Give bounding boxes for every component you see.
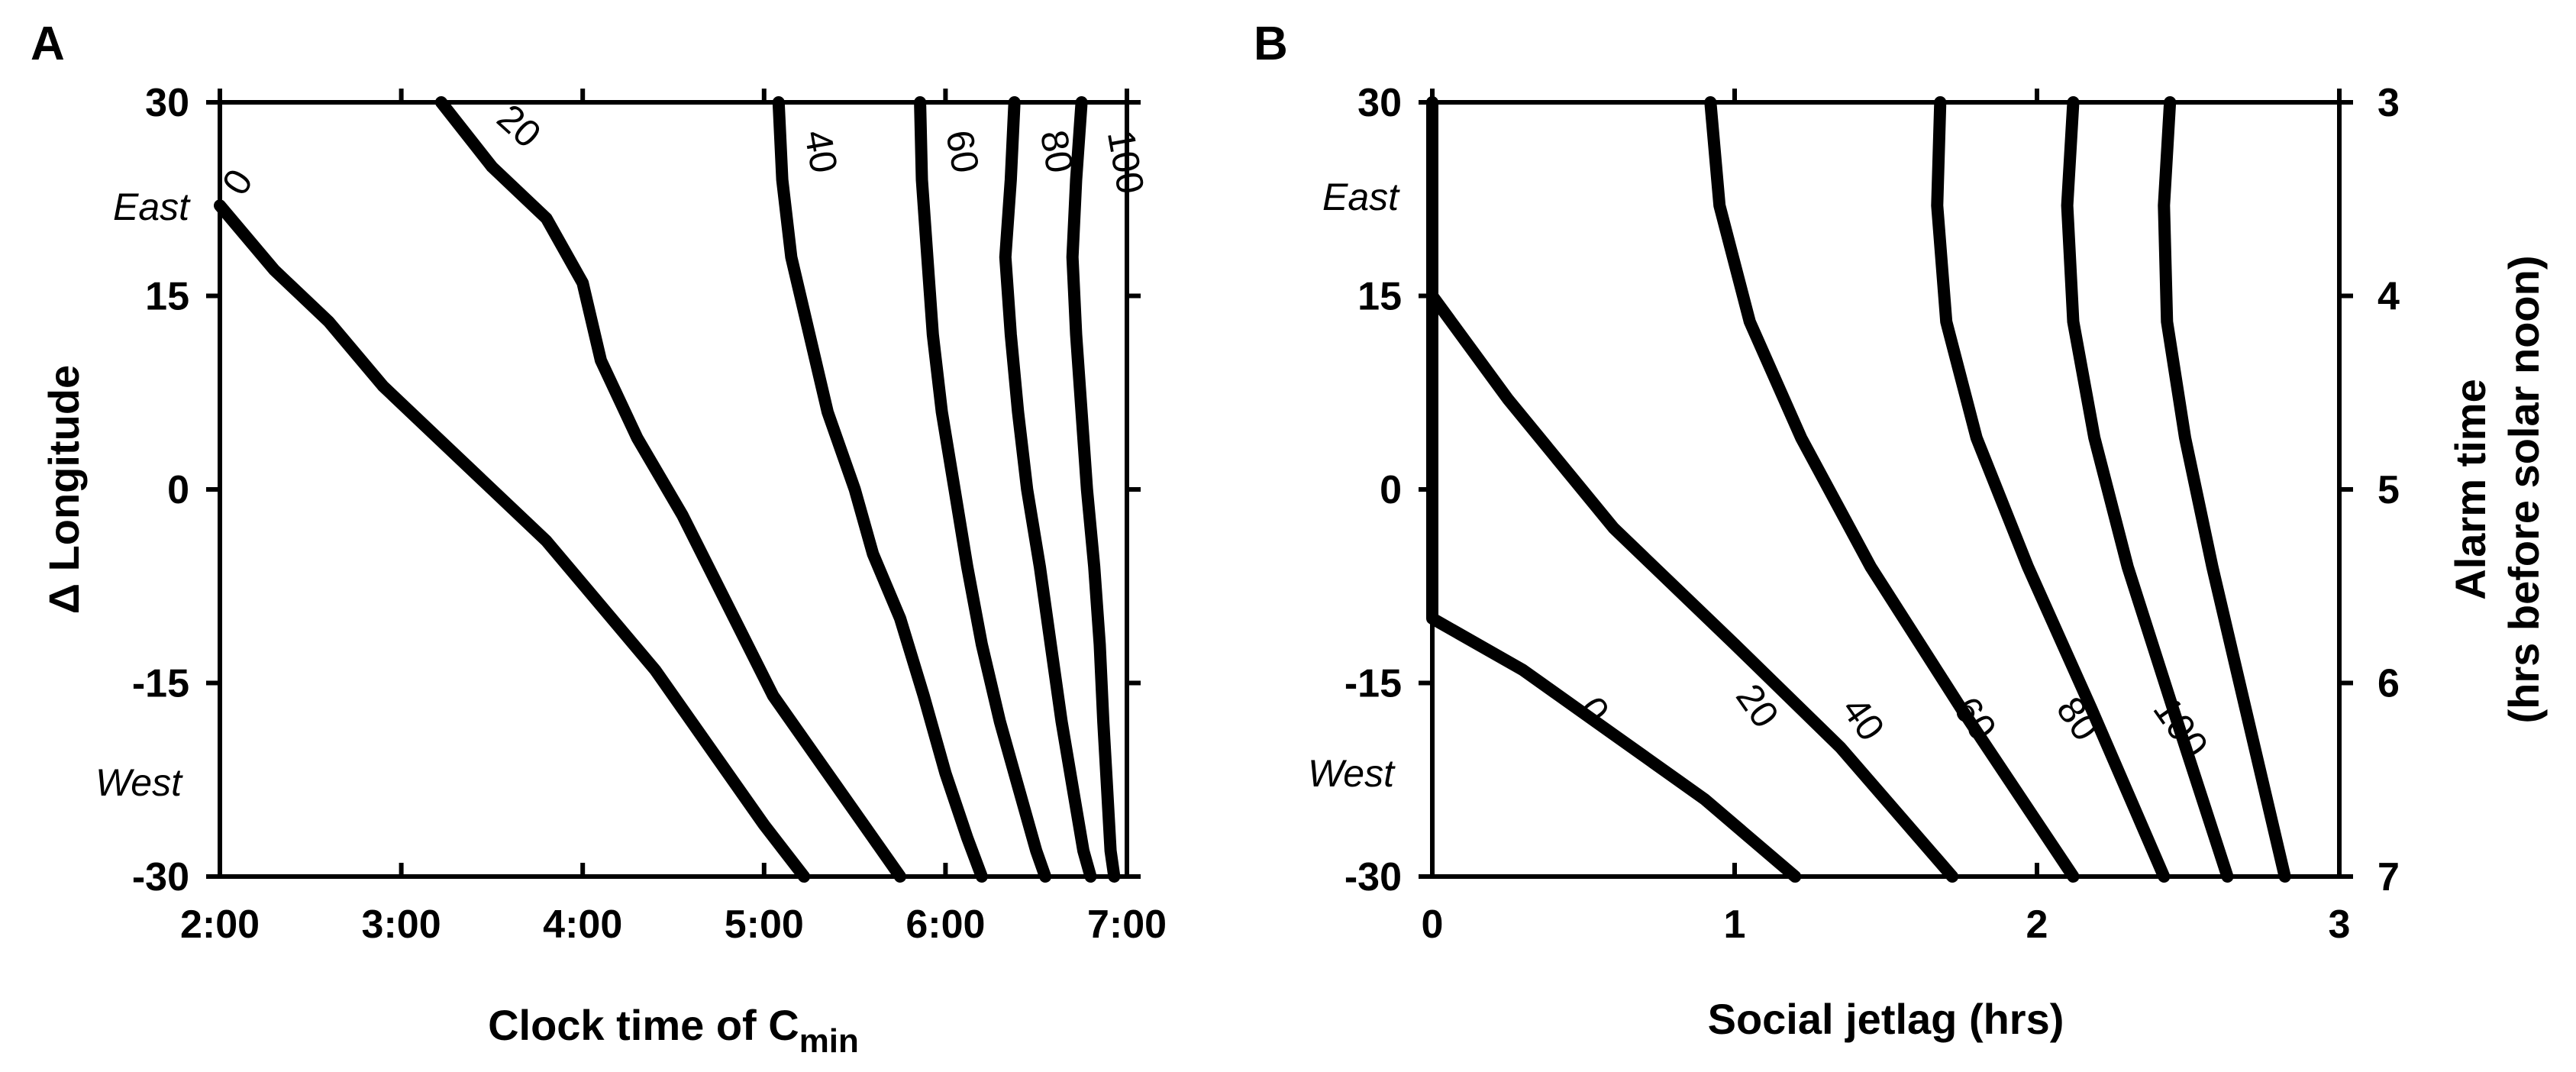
panel-b: B 0 1 2 3 30 15 0 -15 -30 3 4 5 6 7 0 20 40 60 80 100 East… — [1254, 18, 2548, 1043]
b-y-tick-label: 0 — [1380, 468, 1402, 512]
a-y-tick-label: 0 — [167, 468, 189, 512]
a-curve-label-100: 100 — [1099, 127, 1153, 197]
panel-b-y2-axis-title-line2: (hrs before solar noon) — [2500, 256, 2548, 724]
a-curve-80 — [999, 96, 1097, 883]
a-y-tick-label: 30 — [145, 81, 189, 125]
panel-b-letter: B — [1254, 18, 1288, 70]
b-curve-100 — [2158, 96, 2291, 883]
b-curve-80 — [2061, 96, 2234, 883]
a-y-tick-label: -15 — [132, 662, 189, 706]
b-x-tick-label: 0 — [1422, 902, 1444, 947]
a-curve-60 — [914, 96, 1052, 883]
b-curve-label-40: 40 — [1834, 689, 1893, 748]
a-curve-label-40: 40 — [796, 127, 846, 176]
panel-b-east-label: East — [1322, 176, 1400, 218]
panel-b-curves — [1426, 96, 2291, 883]
panel-a-x-axis-title-sub: min — [799, 1022, 859, 1060]
a-y-tick-label: 15 — [145, 275, 189, 319]
a-curve-label-60: 60 — [938, 127, 987, 176]
a-curve-100 — [1066, 96, 1121, 883]
a-x-tick-label: 7:00 — [1087, 902, 1167, 947]
b-y2-tick-label: 4 — [2377, 275, 2400, 319]
a-x-tick-label: 3:00 — [362, 902, 441, 947]
a-x-tick-label: 6:00 — [905, 902, 985, 947]
panel-a-x-axis-title: Clock time of Cmin — [488, 1001, 859, 1060]
b-curve-40 — [1704, 96, 2080, 883]
panel-b-west-label: West — [1308, 752, 1396, 795]
panel-a-east-label: East — [113, 186, 191, 228]
b-y2-tick-label: 3 — [2377, 81, 2400, 125]
panel-b-curve-labels: 0 20 40 60 80 100 — [1570, 676, 2216, 766]
panel-a-west-label: West — [95, 761, 183, 804]
panel-a-letter: A — [31, 18, 65, 70]
b-y-tick-label: 30 — [1357, 81, 1402, 125]
b-y-tick-label: 15 — [1357, 275, 1402, 319]
panel-b-axis-ticks: 0 1 2 3 30 15 0 -15 -30 3 4 5 6 7 — [1344, 81, 2400, 947]
panel-a-curves — [214, 96, 1121, 883]
a-x-tick-label: 2:00 — [180, 902, 260, 947]
panel-b-plot-frame — [1430, 100, 2342, 879]
a-x-tick-label: 5:00 — [725, 902, 804, 947]
b-x-tick-label: 3 — [2329, 902, 2351, 947]
b-y2-tick-label: 5 — [2377, 468, 2400, 512]
panel-a: A 2:00 3:00 4:00 5:00 6:00 7:00 30 15 0 -15 -30 0 2… — [31, 18, 1167, 1060]
a-curve-label-80: 80 — [1032, 127, 1082, 176]
panel-b-y2-axis-title-line1: Alarm time — [2446, 379, 2494, 599]
b-x-tick-label: 1 — [1724, 902, 1746, 947]
b-curve-label-100: 100 — [2145, 689, 2216, 765]
b-y-tick-label: -30 — [1344, 855, 1402, 899]
a-curve-label-20: 20 — [489, 96, 550, 157]
a-curve-40 — [772, 96, 988, 883]
b-y2-tick-label: 7 — [2377, 855, 2400, 899]
panel-b-x-axis-title: Social jetlag (hrs) — [1708, 995, 2064, 1043]
b-curve-20 — [1426, 96, 1959, 883]
b-curve-0 — [1426, 96, 1802, 883]
a-curve-0 — [214, 199, 811, 883]
b-y2-tick-label: 6 — [2377, 662, 2400, 706]
a-curve-20 — [434, 96, 906, 883]
b-curve-60 — [1931, 96, 2171, 883]
panel-a-axis-ticks: 2:00 3:00 4:00 5:00 6:00 7:00 30 15 0 -15 -30 — [132, 81, 1167, 947]
b-x-tick-label: 2 — [2026, 902, 2048, 947]
panel-a-x-axis-title-main: Clock time of C — [488, 1001, 799, 1049]
a-x-tick-label: 4:00 — [543, 902, 622, 947]
b-y-tick-label: -15 — [1344, 662, 1402, 706]
a-y-tick-label: -30 — [132, 855, 189, 899]
panel-a-y-axis-title: Δ Longitude — [40, 365, 88, 614]
